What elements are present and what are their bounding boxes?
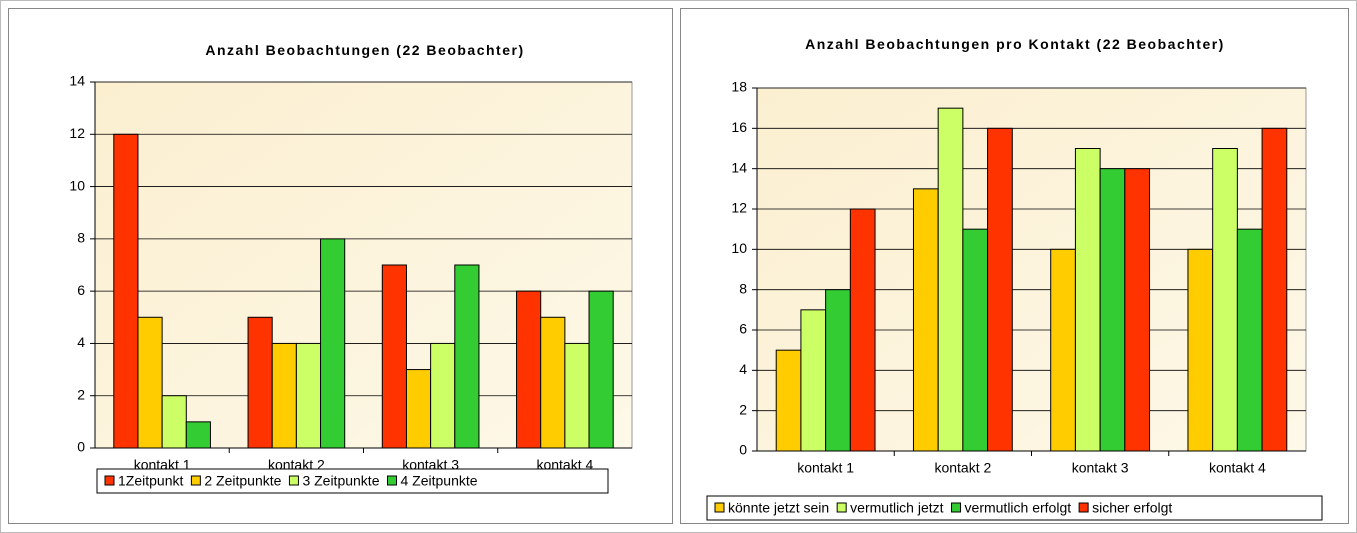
legend-label: 4 Zeitpunkte (401, 473, 478, 489)
legend-label: sicher erfolgt (1092, 500, 1172, 516)
y-tick-label: 8 (77, 230, 85, 246)
bar (185, 421, 211, 449)
bar (430, 342, 456, 449)
bar (800, 309, 827, 452)
legend-swatch (951, 502, 962, 513)
y-tick-label: 12 (731, 200, 747, 216)
x-tick-label: kontakt 1 (797, 460, 854, 476)
bar (137, 316, 163, 449)
x-tick-label: kontakt 3 (1072, 460, 1129, 476)
x-tick-label: kontakt 4 (1209, 460, 1266, 476)
bar (1212, 148, 1238, 452)
y-tick-label: 12 (69, 125, 85, 141)
y-tick-label: 8 (739, 280, 747, 296)
bar (912, 188, 939, 452)
bar (962, 228, 989, 452)
bar (588, 290, 614, 449)
bar (775, 349, 802, 452)
y-tick-label: 0 (77, 439, 85, 455)
legend-swatch (288, 475, 299, 486)
bar (295, 342, 322, 449)
bar (271, 342, 297, 449)
bar (113, 133, 139, 449)
bar (1124, 168, 1151, 452)
legend-label: 1Zeitpunkt (118, 473, 183, 489)
legend (706, 495, 1323, 521)
legend-label: vermutlich jetzt (850, 500, 943, 516)
y-tick-label: 4 (77, 334, 85, 350)
bar (247, 316, 273, 449)
y-tick-label: 10 (69, 177, 85, 193)
legend-swatch (1078, 502, 1089, 513)
legend-swatch (190, 475, 201, 486)
legend-label: 2 Zeitpunkte (204, 473, 281, 489)
legend-label: 3 Zeitpunkte (302, 473, 379, 489)
y-tick-label: 10 (731, 240, 747, 256)
bar (516, 290, 542, 449)
legend-label: könnte jetzt sein (728, 500, 829, 516)
bar (381, 264, 407, 449)
legend-swatch (836, 502, 847, 513)
legend (96, 468, 609, 494)
bar (1074, 148, 1101, 452)
bar (1050, 248, 1076, 452)
y-tick-label: 14 (69, 73, 85, 89)
bar (320, 238, 346, 449)
chart-title: Anzahl Beobachtungen (22 Beobachter) (205, 42, 525, 58)
y-tick-label: 6 (739, 321, 747, 337)
bar (405, 369, 432, 449)
bar (1099, 168, 1126, 452)
bar (849, 208, 876, 452)
bar (540, 316, 566, 449)
legend-swatch (714, 502, 725, 513)
bar (1187, 248, 1214, 452)
bar (825, 289, 851, 452)
x-tick-label: kontakt 2 (934, 460, 991, 476)
y-tick-label: 18 (731, 79, 747, 95)
legend-swatch (104, 475, 115, 486)
y-tick-label: 6 (77, 282, 85, 298)
bar (1236, 228, 1263, 452)
bar (161, 395, 187, 449)
bar (1261, 127, 1288, 452)
y-tick-label: 2 (77, 386, 85, 402)
y-tick-label: 4 (739, 361, 747, 377)
bar (937, 107, 964, 452)
y-tick-label: 0 (739, 442, 747, 458)
y-tick-label: 16 (731, 119, 747, 135)
y-tick-label: 14 (731, 159, 747, 175)
y-tick-label: 2 (739, 401, 747, 417)
bar (987, 127, 1013, 452)
legend-label: vermutlich erfolgt (965, 500, 1072, 516)
bar (454, 264, 480, 449)
bar (564, 342, 590, 449)
chart-title: Anzahl Beobachtungen pro Kontakt (22 Beo… (805, 36, 1225, 52)
legend-swatch (387, 475, 397, 486)
